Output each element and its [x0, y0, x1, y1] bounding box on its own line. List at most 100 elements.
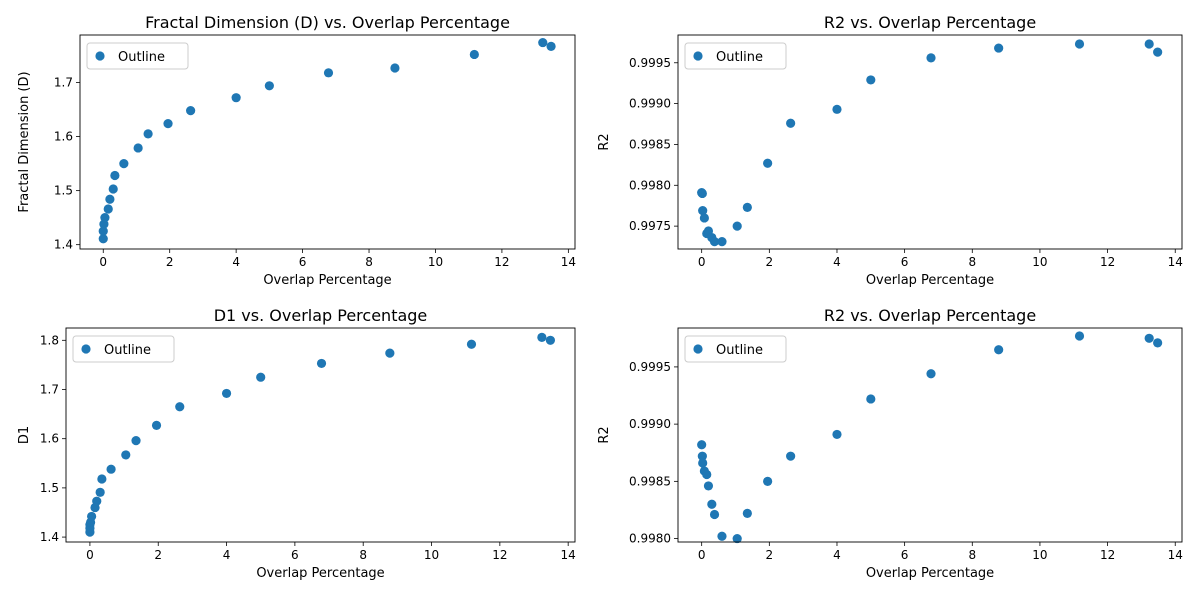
- data-point: [537, 332, 547, 342]
- chart-title: Fractal Dimension (D) vs. Overlap Percen…: [145, 13, 510, 32]
- data-point: [732, 533, 742, 544]
- data-point: [163, 119, 173, 129]
- chart-title: D1 vs. Overlap Percentage: [214, 306, 428, 325]
- data-point: [717, 531, 727, 541]
- data-point: [466, 339, 477, 349]
- x-tick-label: 8: [968, 548, 976, 562]
- data-point: [231, 93, 241, 103]
- data-point: [832, 104, 842, 114]
- x-tick-label: 2: [166, 255, 174, 269]
- legend-marker: [81, 344, 91, 354]
- legend-marker: [95, 51, 105, 61]
- data-point: [175, 402, 185, 412]
- data-point: [151, 420, 162, 431]
- data-point: [832, 429, 842, 440]
- x-tick-label: 4: [833, 548, 841, 562]
- x-tick-label: 4: [232, 255, 240, 269]
- x-tick-label: 12: [494, 255, 509, 269]
- data-point: [97, 474, 107, 484]
- legend-box: [684, 42, 787, 70]
- data-point: [698, 206, 708, 216]
- data-point: [1153, 338, 1163, 348]
- data-point: [1074, 331, 1085, 341]
- data-point: [98, 234, 108, 244]
- data-point: [1144, 333, 1154, 343]
- data-point: [110, 170, 120, 181]
- x-tick-label: 14: [561, 255, 576, 269]
- data-point: [103, 204, 113, 214]
- x-tick-label: 8: [359, 548, 367, 562]
- data-point: [186, 106, 196, 116]
- data-point: [546, 41, 556, 51]
- y-tick-label: 1.6: [54, 130, 73, 144]
- data-point: [538, 37, 548, 48]
- data-point: [702, 469, 712, 480]
- x-tick-label: 6: [291, 548, 299, 562]
- y-tick-label: 0.9995: [629, 56, 671, 70]
- x-tick-label: 6: [299, 255, 307, 269]
- data-point: [316, 358, 327, 369]
- x-tick-label: 4: [833, 255, 841, 269]
- data-point: [742, 202, 752, 212]
- data-point: [763, 476, 773, 486]
- axes-frame: [677, 34, 1183, 250]
- legend: Outline: [86, 42, 189, 70]
- x-tick-label: 10: [428, 255, 443, 269]
- y-axis-label: D1: [17, 426, 32, 444]
- x-axis-label: Overlap Percentage: [256, 566, 384, 581]
- x-tick-label: 2: [154, 548, 162, 562]
- y-tick-label: 0.9985: [629, 137, 671, 151]
- legend-box: [684, 335, 787, 363]
- data-point: [100, 213, 110, 223]
- x-tick-label: 0: [86, 548, 94, 562]
- x-tick-label: 12: [1100, 548, 1115, 562]
- chart-panel-1: Fractal Dimension (D) vs. Overlap Percen…: [17, 13, 576, 288]
- legend-label: Outline: [118, 50, 165, 65]
- legend-label: Outline: [716, 50, 763, 65]
- chart-panel-3: D1 vs. Overlap Percentage 0 2 4 6 8 10 12 14 1.4 1…: [17, 306, 576, 581]
- data-point: [786, 451, 796, 461]
- x-tick-label: 8: [365, 255, 373, 269]
- legend-box: [72, 335, 175, 363]
- data-point: [1074, 39, 1085, 49]
- legend: Outline: [72, 335, 175, 363]
- y-tick-label: 1.4: [40, 530, 59, 544]
- data-point: [703, 481, 714, 491]
- x-tick-label: 0: [99, 255, 107, 269]
- data-point: [98, 226, 108, 236]
- x-tick-label: 6: [901, 255, 909, 269]
- data-point: [697, 188, 707, 199]
- x-axis-label: Overlap Percentage: [866, 273, 994, 288]
- y-tick-label: 0.9990: [629, 417, 671, 431]
- data-point: [105, 194, 115, 204]
- data-point: [256, 372, 266, 382]
- x-axis-label: Overlap Percentage: [866, 566, 994, 581]
- data-point: [698, 458, 708, 468]
- x-tick-label: 12: [1100, 255, 1115, 269]
- y-tick-label: 1.5: [40, 481, 59, 495]
- chart-title: R2 vs. Overlap Percentage: [824, 306, 1036, 325]
- legend-label: Outline: [104, 343, 151, 358]
- data-point: [763, 158, 773, 168]
- x-tick-label: 0: [698, 548, 706, 562]
- data-point: [1153, 47, 1163, 57]
- legend-box: [86, 42, 189, 70]
- data-point: [1144, 39, 1154, 49]
- data-point: [786, 118, 796, 128]
- axes-frame: [677, 327, 1183, 543]
- x-tick-label: 0: [698, 255, 706, 269]
- data-point: [545, 335, 556, 345]
- data-point: [709, 509, 720, 520]
- data-point: [926, 53, 936, 63]
- y-tick-label: 1.7: [40, 382, 59, 396]
- y-axis-label: R2: [597, 133, 612, 150]
- axes-frame: [65, 327, 576, 543]
- data-point: [469, 49, 479, 60]
- data-point: [994, 43, 1004, 53]
- chart-panel-2: R2 vs. Overlap Percentage 0 2 4 6 8 10 12 14 0.99…: [597, 13, 1183, 288]
- data-point: [707, 499, 717, 509]
- y-axis-label: R2: [597, 426, 612, 443]
- x-tick-label: 10: [424, 548, 439, 562]
